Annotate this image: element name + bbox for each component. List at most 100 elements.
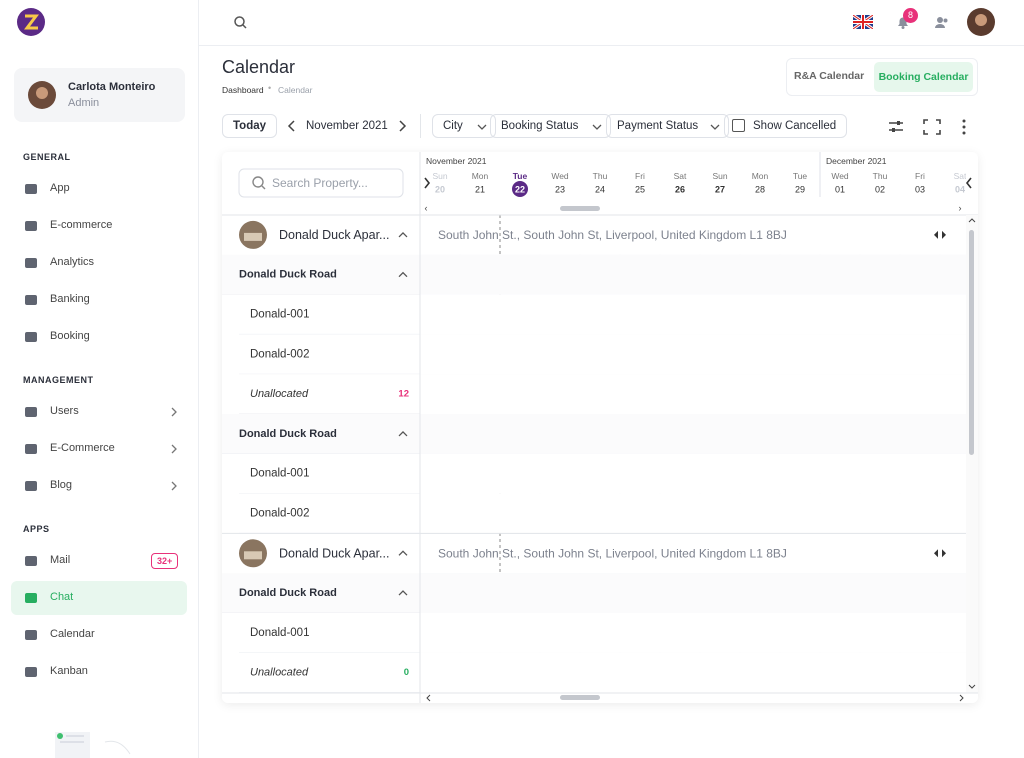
menu-icon (25, 667, 37, 677)
tab-active[interactable]: Booking Calendar (874, 62, 973, 92)
h-scroll-arrow: ‹ (425, 203, 428, 213)
v-scroll-arrow (968, 218, 976, 223)
menu-item[interactable]: Kanban (11, 655, 187, 689)
user-role: Admin (68, 97, 100, 109)
menu-item[interactable]: Mail 32+ (11, 544, 187, 578)
menu-item[interactable]: E-commerce (11, 209, 187, 243)
menu-icon (25, 556, 37, 566)
next-month[interactable] (397, 120, 407, 132)
menu-label: Mail (50, 554, 71, 566)
row-bg (222, 652, 966, 693)
checkbox[interactable] (732, 119, 745, 132)
filter[interactable]: City (432, 114, 496, 138)
property-name: Donald Duck Apar... (279, 546, 389, 560)
day-name: Tue (793, 171, 808, 181)
h-scrollbar (560, 206, 600, 211)
icon-shape (25, 444, 37, 454)
today-button[interactable]: Today (222, 114, 278, 138)
today-marker (512, 181, 528, 197)
icon-shape (25, 258, 37, 268)
filter[interactable]: Booking Status (490, 114, 611, 138)
row-bg (222, 294, 966, 335)
day-name: Thu (593, 171, 608, 181)
property-thumb (244, 551, 262, 560)
menu-label: Blog (50, 479, 73, 491)
menu-item[interactable]: Calendar (11, 618, 187, 652)
menu-label: E-Commerce (50, 442, 115, 454)
search-placeholder: Search Property... (272, 176, 368, 190)
menu-label: Booking (50, 330, 90, 342)
menu-item[interactable]: Users (11, 395, 187, 429)
contacts-icon[interactable] (934, 14, 950, 30)
chevron (592, 124, 602, 130)
user-name: Carlota Monteiro (68, 81, 156, 93)
icon-shape (25, 184, 37, 194)
breadcrumb: Calendar (278, 85, 313, 95)
menu-icon (25, 593, 37, 603)
search-box (238, 168, 404, 198)
day-name: Mon (472, 171, 489, 181)
menu-icon (25, 481, 37, 491)
language-flag[interactable] (853, 15, 873, 29)
prev-month[interactable] (287, 120, 297, 132)
chevron (171, 481, 177, 491)
day-date: 24 (595, 185, 605, 195)
dropdown-arrow (592, 124, 602, 130)
menu-icon (25, 630, 37, 640)
search-icon[interactable] (233, 15, 249, 31)
row-bg (222, 374, 966, 414)
menu-item[interactable]: Banking (11, 283, 187, 317)
unit-name: Donald-002 (250, 348, 309, 360)
collapse-icon (398, 430, 408, 437)
day-name: Tue (513, 171, 528, 181)
account-avatar[interactable] (967, 8, 995, 36)
icon-shape (25, 407, 37, 417)
day-name: Sun (432, 171, 447, 181)
toolbar-icons[interactable] (888, 119, 976, 135)
menu-item[interactable]: Blog (11, 469, 187, 503)
collapse-icon (398, 590, 408, 596)
property-address: South John St., South John St, Liverpool… (438, 228, 787, 242)
row-bg (222, 573, 966, 613)
avatar (28, 81, 56, 109)
icon-shape (25, 667, 37, 677)
menu-label: Analytics (50, 256, 95, 268)
menu-item[interactable]: Analytics (11, 246, 187, 280)
chevron (710, 124, 720, 130)
divider (420, 114, 421, 138)
menu-label: E-commerce (50, 219, 113, 231)
day-name: Wed (831, 171, 849, 181)
chevron (171, 444, 177, 454)
day-date: 27 (715, 185, 725, 195)
day-date: 20 (435, 185, 445, 195)
h-scrollbar (560, 695, 600, 700)
menu-item[interactable]: E-Commerce (11, 432, 187, 466)
day-name: Fri (635, 171, 645, 181)
collapse-icon (398, 231, 408, 238)
unit-name: Donald-001 (250, 468, 309, 480)
breadcrumb[interactable]: Dashboard (222, 85, 264, 95)
menu-label: App (50, 182, 70, 194)
show-cancelled[interactable]: Show Cancelled (724, 114, 848, 138)
chevron (171, 407, 177, 417)
menu-badge: 32+ (151, 553, 179, 569)
menu-label: Chat (50, 591, 74, 603)
filter[interactable]: Payment Status (606, 114, 729, 138)
page-title: Calendar (222, 57, 296, 77)
icon-shape (25, 221, 37, 231)
day-date: 04 (955, 185, 965, 195)
tab[interactable]: R&A Calendar (794, 70, 865, 82)
menu-label: Banking (50, 293, 90, 305)
collapse-icon (398, 550, 408, 556)
menu-item[interactable]: Chat (11, 581, 187, 615)
swap-icon (934, 230, 946, 239)
menu-item[interactable]: Booking (11, 320, 187, 354)
user-card[interactable]: Carlota Monteiro Admin (14, 68, 185, 122)
day-name: Fri (915, 171, 925, 181)
unit-name: Donald-001 (250, 627, 309, 639)
day-date: 23 (555, 185, 565, 195)
day-name: Mon (752, 171, 769, 181)
row-bg (222, 334, 966, 375)
menu-item[interactable]: App (11, 172, 187, 206)
day-name: Wed (551, 171, 569, 181)
